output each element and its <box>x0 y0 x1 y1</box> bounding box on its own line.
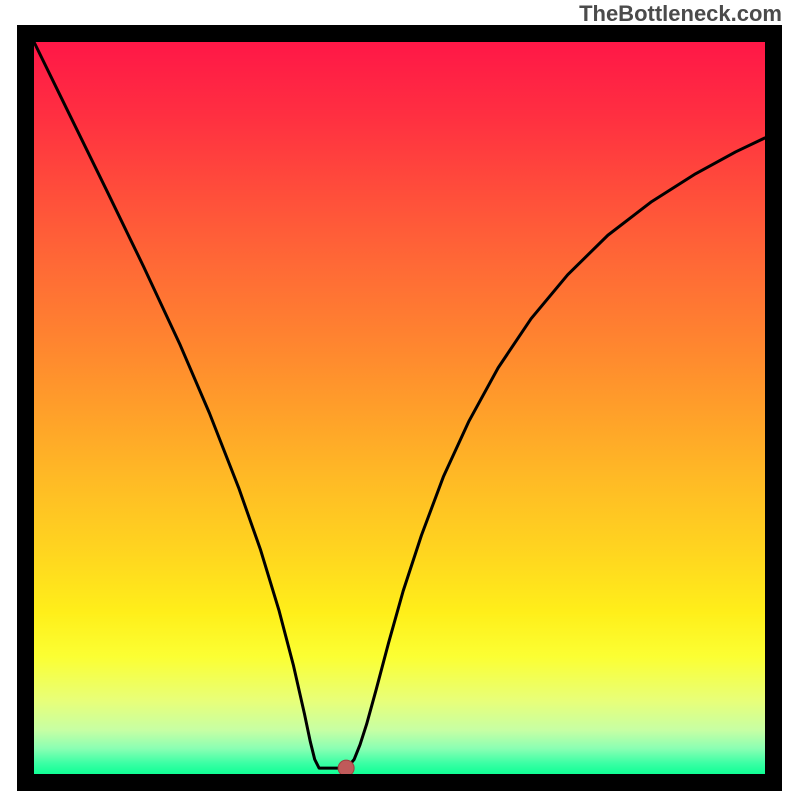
frame-border-left <box>17 25 34 791</box>
frame-border-right <box>765 25 782 791</box>
watermark-text: TheBottleneck.com <box>579 1 782 27</box>
chart-stage: TheBottleneck.com <box>0 0 800 800</box>
frame-border-top <box>17 25 782 42</box>
plot-area <box>34 42 765 774</box>
curve-layer <box>34 42 765 774</box>
frame-border-bottom <box>17 774 782 791</box>
bottleneck-curve <box>34 42 765 768</box>
